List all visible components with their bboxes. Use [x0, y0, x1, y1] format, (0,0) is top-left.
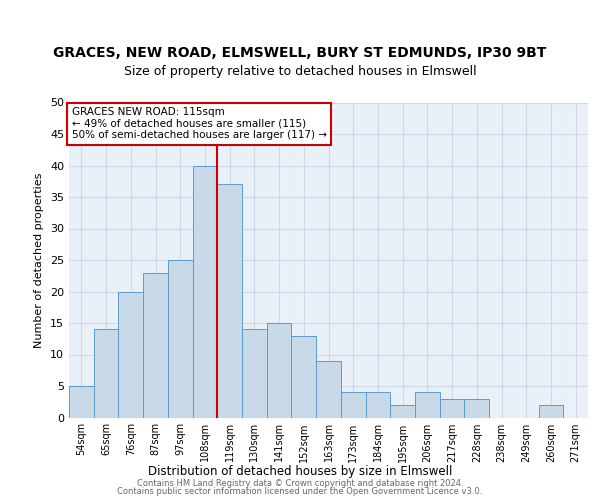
Bar: [365, 392, 390, 417]
Text: Size of property relative to detached houses in Elmswell: Size of property relative to detached ho…: [124, 66, 476, 78]
Bar: [316, 361, 341, 418]
Bar: [193, 166, 217, 418]
Bar: [464, 398, 489, 417]
Bar: [217, 184, 242, 418]
Bar: [118, 292, 143, 418]
Bar: [168, 260, 193, 418]
Bar: [539, 405, 563, 417]
Text: Distribution of detached houses by size in Elmswell: Distribution of detached houses by size …: [148, 465, 452, 478]
Bar: [94, 330, 118, 418]
Text: Contains public sector information licensed under the Open Government Licence v3: Contains public sector information licen…: [118, 487, 482, 496]
Bar: [267, 323, 292, 418]
Y-axis label: Number of detached properties: Number of detached properties: [34, 172, 44, 348]
Text: GRACES, NEW ROAD, ELMSWELL, BURY ST EDMUNDS, IP30 9BT: GRACES, NEW ROAD, ELMSWELL, BURY ST EDMU…: [53, 46, 547, 60]
Bar: [292, 336, 316, 417]
Text: GRACES NEW ROAD: 115sqm
← 49% of detached houses are smaller (115)
50% of semi-d: GRACES NEW ROAD: 115sqm ← 49% of detache…: [71, 107, 326, 140]
Bar: [341, 392, 365, 417]
Bar: [69, 386, 94, 418]
Bar: [415, 392, 440, 417]
Text: Contains HM Land Registry data © Crown copyright and database right 2024.: Contains HM Land Registry data © Crown c…: [137, 478, 463, 488]
Bar: [143, 272, 168, 418]
Bar: [390, 405, 415, 417]
Bar: [242, 330, 267, 418]
Bar: [440, 398, 464, 417]
